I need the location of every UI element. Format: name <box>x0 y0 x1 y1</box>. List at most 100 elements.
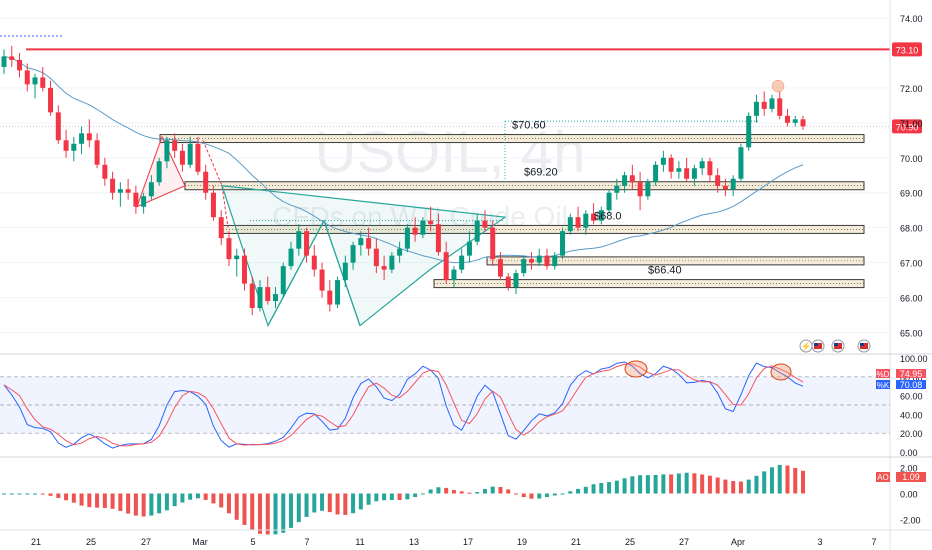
price-tag <box>892 119 922 134</box>
ao-bar <box>645 475 650 494</box>
candle-body <box>583 213 589 228</box>
ao-bar <box>700 474 705 494</box>
awesome-oscillator-pane[interactable]: 2.00 0.00 -2.00 AO 1.09 <box>2 464 926 535</box>
price-tick-label: 70.00 <box>900 154 923 164</box>
ao-bar <box>420 493 425 495</box>
candle-body <box>110 178 116 193</box>
ao-bar <box>684 472 689 494</box>
candle-body <box>598 210 604 221</box>
flag-icon <box>811 339 825 353</box>
ao-bar <box>746 479 751 494</box>
time-axis[interactable]: 21 25 27 Mar 5 7 11 13 17 19 21 25 27 Apr 3 7 <box>31 537 877 547</box>
ao-tick-label: 0.00 <box>900 490 918 500</box>
price-tick-label: 74.00 <box>900 14 923 24</box>
candle-body <box>645 182 651 197</box>
stoch-d-line <box>3 363 804 447</box>
ao-bar <box>676 473 681 494</box>
candle-body <box>117 189 123 193</box>
price-tick-label: 67.00 <box>900 259 923 269</box>
ao-bar <box>545 493 550 498</box>
ao-bar <box>638 475 643 494</box>
candle-body <box>575 217 581 228</box>
ao-bar <box>754 475 759 494</box>
pattern-line <box>323 220 361 326</box>
ao-bar <box>506 489 511 494</box>
candle-body <box>707 161 713 176</box>
ao-bar <box>48 493 53 496</box>
ao-bar <box>405 493 410 500</box>
ao-bar <box>180 493 185 503</box>
ao-bar <box>126 493 131 514</box>
watermark-title: USOIL, 4h <box>315 120 586 185</box>
ao-bar <box>467 492 472 494</box>
ao-bar <box>289 493 294 528</box>
time-tick-label: 13 <box>409 537 419 547</box>
time-tick-label: 21 <box>571 537 581 547</box>
ao-bar <box>358 493 363 510</box>
candle-body <box>668 157 674 172</box>
candle-body <box>71 143 77 151</box>
ao-bar <box>801 470 805 494</box>
candle-body <box>304 231 310 256</box>
time-tick-label: 7 <box>304 537 309 547</box>
level-label: $70.60 <box>512 120 546 132</box>
ao-bar <box>723 479 728 494</box>
candle-body <box>40 77 46 88</box>
candle-body <box>591 213 597 221</box>
price-axis[interactable]: 74.00 72.00 71.00 70.00 69.00 68.00 67.00 66.00… <box>889 0 923 550</box>
ao-bar <box>444 487 449 494</box>
ao-bar <box>382 493 387 501</box>
candle-body <box>552 255 558 267</box>
candle-body <box>265 287 271 302</box>
candle-body <box>86 133 92 141</box>
ao-bar <box>731 481 736 494</box>
event-flags[interactable]: ⚡ <box>799 339 871 353</box>
candle-body <box>466 241 472 256</box>
candle-body <box>55 112 61 141</box>
candle-body <box>412 227 418 235</box>
stoch-marker <box>624 360 648 378</box>
ao-bar <box>312 493 317 513</box>
ao-bar <box>413 493 418 498</box>
candle-body <box>560 231 566 256</box>
ao-bar <box>195 493 200 499</box>
legend-value: 74.95 <box>900 369 923 379</box>
candle-body <box>622 175 628 186</box>
ao-bar <box>428 489 433 494</box>
time-tick-label: 7 <box>871 537 876 547</box>
candle-body <box>102 164 108 179</box>
stochastic-pane[interactable]: 100.0080.0060.0040.0020.000.00%D74.95%K7… <box>0 354 928 458</box>
candle-body <box>366 238 372 249</box>
level-label: $68.0 <box>594 210 622 222</box>
price-tick-label: 65.00 <box>900 329 923 339</box>
candle-body <box>311 255 317 270</box>
candle-body <box>218 217 224 239</box>
candle-body <box>629 175 635 183</box>
candle-body <box>404 227 410 249</box>
ao-bar <box>40 493 45 495</box>
flag-canton <box>860 343 864 346</box>
candle-body <box>141 196 147 207</box>
legend-key-label: %K <box>877 381 890 390</box>
ao-bar <box>715 477 720 494</box>
candle-body <box>195 143 201 172</box>
ao-bar <box>498 486 503 494</box>
candle-body <box>676 168 682 172</box>
price-tick-label: 71.00 <box>900 119 923 129</box>
ao-bar <box>188 493 193 500</box>
ao-bar <box>374 493 379 502</box>
time-tick-label: Mar <box>192 537 208 547</box>
candle-body <box>350 245 356 263</box>
candle-body <box>443 252 449 281</box>
level-label: $69.20 <box>524 167 558 179</box>
ao-bar <box>513 493 518 495</box>
price-tick-label: 66.00 <box>900 294 923 304</box>
candle-body <box>187 143 193 165</box>
candle-body <box>234 255 240 260</box>
ao-bar <box>110 493 115 509</box>
candle-body <box>280 266 286 295</box>
candle-body <box>637 182 643 197</box>
stoch-tick-label: 40.00 <box>900 410 923 420</box>
